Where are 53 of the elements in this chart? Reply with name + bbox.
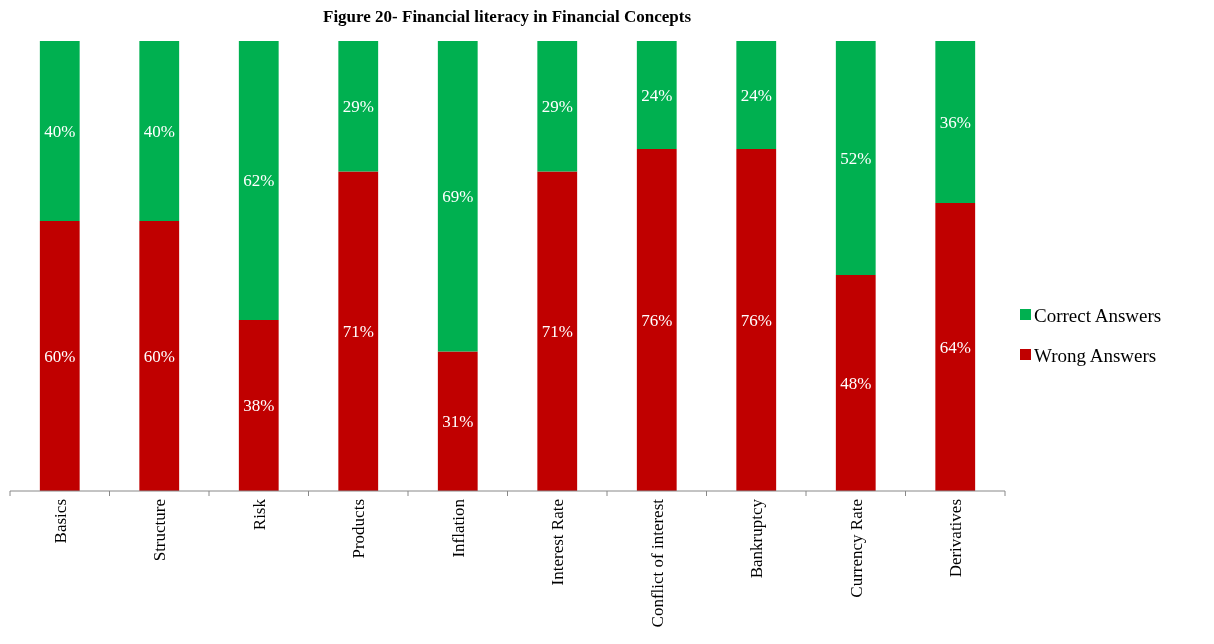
data-label: 60%: [143, 346, 175, 366]
bar: [935, 203, 976, 491]
data-label: 76%: [641, 310, 673, 330]
data-label: 69%: [442, 187, 474, 207]
x-tick-label: Inflation: [448, 498, 468, 558]
data-label: 52%: [840, 148, 872, 168]
data-label: 76%: [740, 310, 772, 330]
data-label: 60%: [44, 346, 76, 366]
legend-label: Wrong Answers: [1034, 344, 1157, 366]
data-label: 29%: [342, 97, 374, 117]
bar: [537, 171, 578, 491]
data-label: 40%: [143, 121, 175, 141]
bar: [139, 41, 180, 221]
bar: [736, 41, 777, 149]
data-label: 48%: [840, 373, 872, 393]
x-tick-label: Basics: [50, 499, 70, 544]
bar: [935, 41, 976, 203]
x-tick-label: Derivatives: [946, 499, 966, 578]
data-label: 71%: [541, 322, 573, 342]
x-tick-label: Interest Rate: [548, 499, 568, 586]
data-label: 62%: [243, 171, 275, 191]
bar: [736, 149, 777, 491]
bar: [437, 41, 478, 352]
x-tick-label: Currency Rate: [846, 499, 866, 598]
chart-title: Figure 20- Financial literacy in Financial Concepts: [323, 7, 692, 26]
data-label: 64%: [939, 337, 971, 357]
x-tick-label: Structure: [150, 499, 170, 562]
data-label: 38%: [243, 396, 275, 416]
data-label: 71%: [342, 322, 374, 342]
data-label: 40%: [44, 121, 76, 141]
bar: [238, 41, 279, 320]
legend-label: Correct Answers: [1034, 304, 1162, 326]
bar: [338, 41, 379, 172]
bar: [537, 41, 578, 172]
bar: [39, 221, 80, 491]
bar: [238, 320, 279, 491]
x-tick-label: Risk: [249, 498, 269, 531]
bar: [636, 149, 677, 491]
bar: [139, 221, 180, 491]
data-label: 24%: [641, 85, 673, 105]
x-tick-label: Products: [349, 499, 369, 559]
data-label: 36%: [939, 112, 971, 132]
bar: [835, 41, 876, 275]
data-label: 31%: [442, 412, 474, 432]
bar: [39, 41, 80, 221]
data-label: 29%: [541, 97, 573, 117]
bar: [636, 41, 677, 149]
bar: [437, 351, 478, 491]
bar: [835, 275, 876, 491]
data-label: 24%: [740, 85, 772, 105]
x-tick-label: Conflict of interest: [647, 498, 667, 628]
bar: [338, 171, 379, 491]
x-tick-label: Bankruptcy: [747, 498, 767, 579]
